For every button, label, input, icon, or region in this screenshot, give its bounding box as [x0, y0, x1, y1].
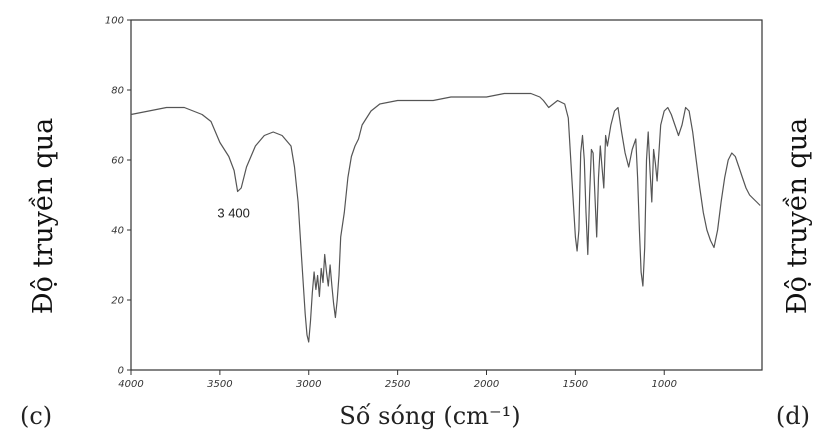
y-tick-label: 40: [111, 226, 124, 237]
y-tick-label: 0: [118, 366, 124, 377]
y-tick-label: 80: [111, 86, 124, 97]
x-tick-label: 2500: [385, 379, 410, 390]
panel-label-left: (c): [20, 402, 52, 430]
plot-area: 4000 3500 3000 2500 2000 1500 1000 0 20 40 60 80 10…: [105, 16, 763, 390]
y-axis-ticks: 0 20 40 60 80 100: [105, 16, 131, 377]
peak-annotation: 3 400: [217, 206, 250, 221]
spectrum-line: [130, 92, 761, 343]
annotations: 3 400: [217, 206, 250, 221]
plot-frame: [130, 19, 763, 371]
x-axis-label: Số sóng (cm⁻¹): [339, 402, 520, 430]
y-axis-label-right: Độ truyền qua: [782, 118, 813, 314]
y-tick-label: 100: [105, 16, 124, 27]
panel-label-right: (d): [776, 402, 810, 430]
x-tick-label: 2000: [474, 379, 499, 390]
x-tick-label: 1000: [652, 379, 677, 390]
y-tick-label: 60: [111, 156, 124, 167]
x-tick-label: 3500: [207, 379, 232, 390]
x-tick-label: 1500: [563, 379, 588, 390]
x-tick-label: 4000: [118, 379, 143, 390]
x-tick-label: 3000: [296, 379, 321, 390]
x-axis-ticks: 4000 3500 3000 2500 2000 1500 1000: [118, 370, 677, 390]
y-tick-label: 20: [111, 296, 124, 307]
y-axis-label-left: Độ truyền qua: [28, 118, 59, 314]
